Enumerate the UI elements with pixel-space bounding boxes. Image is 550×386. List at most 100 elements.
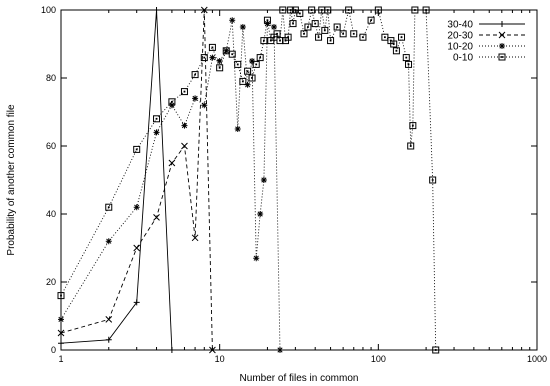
data-point — [168, 98, 176, 106]
data-point — [58, 316, 64, 323]
data-point — [284, 33, 292, 41]
series-20-30 — [57, 6, 216, 354]
data-point — [181, 142, 188, 150]
data-point — [153, 115, 161, 123]
data-point-center — [307, 26, 309, 28]
data-point — [359, 33, 367, 41]
data-point-center — [377, 9, 380, 11]
data-point-center — [107, 206, 110, 209]
data-point — [248, 74, 256, 82]
data-point-center — [317, 36, 320, 39]
data-point-center — [405, 56, 408, 59]
data-point — [498, 31, 506, 39]
data-point — [402, 54, 410, 62]
data-point — [234, 126, 241, 132]
data-point-center — [303, 32, 305, 35]
data-point — [311, 20, 319, 28]
data-point — [180, 88, 188, 96]
data-point-center — [501, 56, 503, 58]
data-point — [229, 17, 236, 24]
data-point-center — [326, 9, 329, 11]
y-tick-label: 0 — [51, 345, 56, 355]
data-point-center — [183, 90, 186, 93]
data-point — [333, 23, 341, 31]
data-point — [499, 43, 505, 49]
tick-labels: 0 20 40 60 80 100 1 10 100 1000 — [41, 5, 547, 364]
data-point — [200, 54, 208, 62]
data-point — [181, 122, 188, 129]
data-point-center — [395, 49, 398, 52]
data-point — [244, 67, 252, 75]
data-point — [253, 255, 260, 262]
data-point-center — [320, 9, 323, 11]
data-point — [201, 102, 208, 109]
data-point — [153, 129, 160, 136]
data-point-center — [60, 294, 62, 297]
data-point-center — [225, 49, 228, 52]
data-point-center — [425, 9, 427, 11]
data-point — [273, 30, 281, 38]
data-point-center — [218, 66, 221, 69]
data-point-center — [255, 63, 258, 66]
data-point-center — [287, 36, 290, 39]
data-point — [209, 54, 216, 61]
axis-ticks — [60, 9, 538, 351]
data-point — [133, 145, 141, 153]
data-point — [367, 16, 375, 24]
data-point-center — [370, 19, 372, 22]
data-point-center — [266, 19, 269, 22]
data-point — [153, 214, 160, 221]
legend-label: 0-10 — [453, 53, 473, 64]
data-point-center — [241, 80, 244, 83]
data-point — [192, 95, 199, 102]
data-point — [398, 33, 406, 41]
data-point-center — [155, 117, 158, 120]
data-point — [239, 77, 247, 85]
x-axis-title: Number of files in common — [240, 373, 359, 384]
data-point — [216, 58, 223, 64]
data-point-center — [298, 12, 301, 15]
data-point — [350, 30, 358, 38]
data-point — [279, 6, 287, 14]
series-line — [60, 8, 437, 351]
data-point — [345, 6, 353, 14]
data-point — [263, 16, 271, 24]
y-tick-label: 80 — [46, 73, 56, 83]
data-point — [422, 6, 430, 14]
data-point — [499, 21, 505, 27]
data-point — [392, 47, 400, 55]
x-tick-label: 1000 — [527, 354, 547, 364]
data-point — [249, 58, 256, 64]
data-point — [308, 6, 316, 14]
series-line — [60, 20, 281, 351]
y-tick-label: 100 — [41, 5, 56, 15]
data-point-center — [279, 39, 281, 42]
data-point — [105, 336, 112, 343]
data-point — [296, 9, 304, 17]
data-point-center — [347, 9, 350, 11]
series-layer — [57, 6, 440, 354]
data-point — [105, 316, 113, 323]
data-point-center — [203, 56, 206, 59]
data-point — [390, 40, 398, 48]
data-point — [105, 203, 113, 211]
data-point — [200, 6, 208, 14]
data-point — [300, 30, 308, 38]
data-point — [287, 6, 295, 14]
legend-item: 0-10 — [453, 53, 525, 64]
data-point-center — [294, 9, 297, 11]
data-point — [153, 7, 160, 13]
data-point-center — [231, 53, 234, 56]
data-point-center — [329, 39, 332, 42]
data-point-center — [246, 70, 249, 73]
data-point — [260, 37, 268, 45]
data-point-center — [289, 9, 292, 11]
data-point-center — [362, 36, 364, 39]
data-point — [270, 24, 277, 30]
data-point — [133, 299, 140, 306]
data-point — [208, 43, 216, 51]
data-point-center — [211, 46, 214, 49]
x-tick-label: 1 — [58, 354, 63, 364]
